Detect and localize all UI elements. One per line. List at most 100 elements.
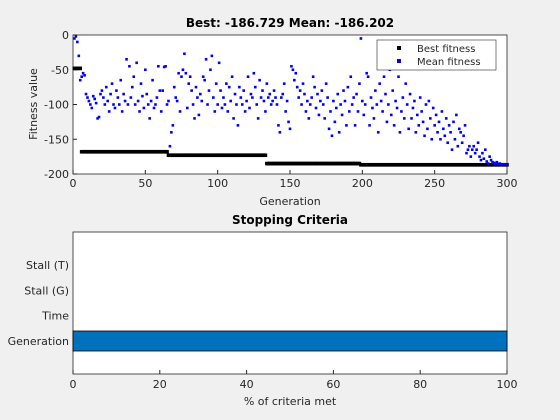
x-axis-label: % of criteria met: [244, 395, 337, 408]
point: [492, 161, 496, 165]
chart-title: Stopping Criteria: [232, 213, 348, 227]
point: [201, 75, 205, 78]
point: [187, 82, 191, 85]
point: [131, 85, 134, 89]
point: [440, 110, 444, 113]
point: [444, 117, 448, 120]
point: [129, 96, 133, 99]
point: [252, 71, 256, 75]
point: [371, 106, 374, 110]
point: [267, 96, 270, 99]
point: [83, 74, 86, 77]
point: [457, 127, 461, 131]
point: [353, 124, 357, 127]
point: [397, 75, 400, 78]
point: [317, 113, 321, 117]
point: [374, 89, 377, 92]
point: [342, 89, 345, 92]
point: [229, 99, 232, 103]
point: [395, 106, 399, 110]
point: [197, 113, 201, 117]
point: [319, 99, 322, 103]
point: [214, 82, 218, 85]
point: [243, 110, 247, 113]
point: [103, 103, 107, 106]
point: [389, 113, 393, 117]
point: [277, 124, 280, 127]
y-axis-label: Fitness value: [27, 68, 40, 140]
point: [494, 162, 497, 165]
point: [287, 120, 290, 124]
point: [157, 64, 160, 68]
point: [125, 58, 128, 61]
point: [378, 82, 381, 85]
point: [185, 106, 189, 110]
point: [204, 58, 208, 61]
point: [102, 96, 105, 99]
y-tick-label: Time: [41, 310, 69, 323]
point: [333, 120, 337, 124]
point: [321, 103, 325, 106]
point: [199, 92, 202, 96]
point: [436, 131, 439, 134]
point: [334, 106, 338, 110]
point: [439, 137, 442, 141]
point: [238, 85, 241, 89]
point: [217, 61, 221, 65]
point: [295, 85, 299, 89]
point: [482, 157, 486, 161]
point: [113, 106, 117, 110]
point: [442, 127, 445, 131]
point: [340, 113, 344, 117]
point: [263, 153, 268, 158]
point: [298, 89, 302, 92]
point: [170, 131, 173, 134]
point: [203, 78, 206, 82]
point: [402, 117, 406, 120]
point: [87, 99, 91, 103]
point: [408, 92, 412, 96]
x-tick-label: 200: [352, 177, 373, 190]
point: [255, 103, 259, 106]
x-tick-label: 20: [153, 378, 167, 391]
point: [230, 75, 234, 78]
point: [120, 110, 124, 113]
bar: [72, 330, 508, 352]
point: [212, 96, 215, 99]
point: [282, 82, 286, 85]
point: [453, 137, 457, 141]
point: [171, 124, 175, 127]
point: [384, 92, 387, 96]
point: [481, 151, 484, 155]
point: [430, 137, 434, 141]
point: [135, 61, 138, 65]
point: [128, 64, 131, 68]
point: [280, 96, 283, 99]
point: [473, 151, 477, 155]
point: [365, 71, 368, 75]
point: [122, 92, 125, 96]
x-tick-label: 250: [424, 177, 445, 190]
point: [489, 158, 493, 162]
point: [355, 92, 358, 96]
point: [429, 117, 432, 120]
point: [336, 92, 340, 96]
point: [288, 127, 292, 131]
point: [107, 110, 111, 113]
point: [313, 85, 316, 89]
point: [133, 103, 137, 106]
point: [123, 99, 127, 103]
point: [324, 82, 328, 85]
y-tick-label: -100: [44, 99, 69, 112]
point: [168, 144, 172, 148]
point: [446, 141, 449, 145]
point: [115, 89, 118, 92]
point: [181, 68, 185, 72]
point: [472, 144, 476, 148]
point: [177, 71, 180, 75]
point: [491, 160, 494, 164]
point: [356, 110, 360, 113]
point: [262, 99, 266, 103]
point: [188, 75, 192, 78]
